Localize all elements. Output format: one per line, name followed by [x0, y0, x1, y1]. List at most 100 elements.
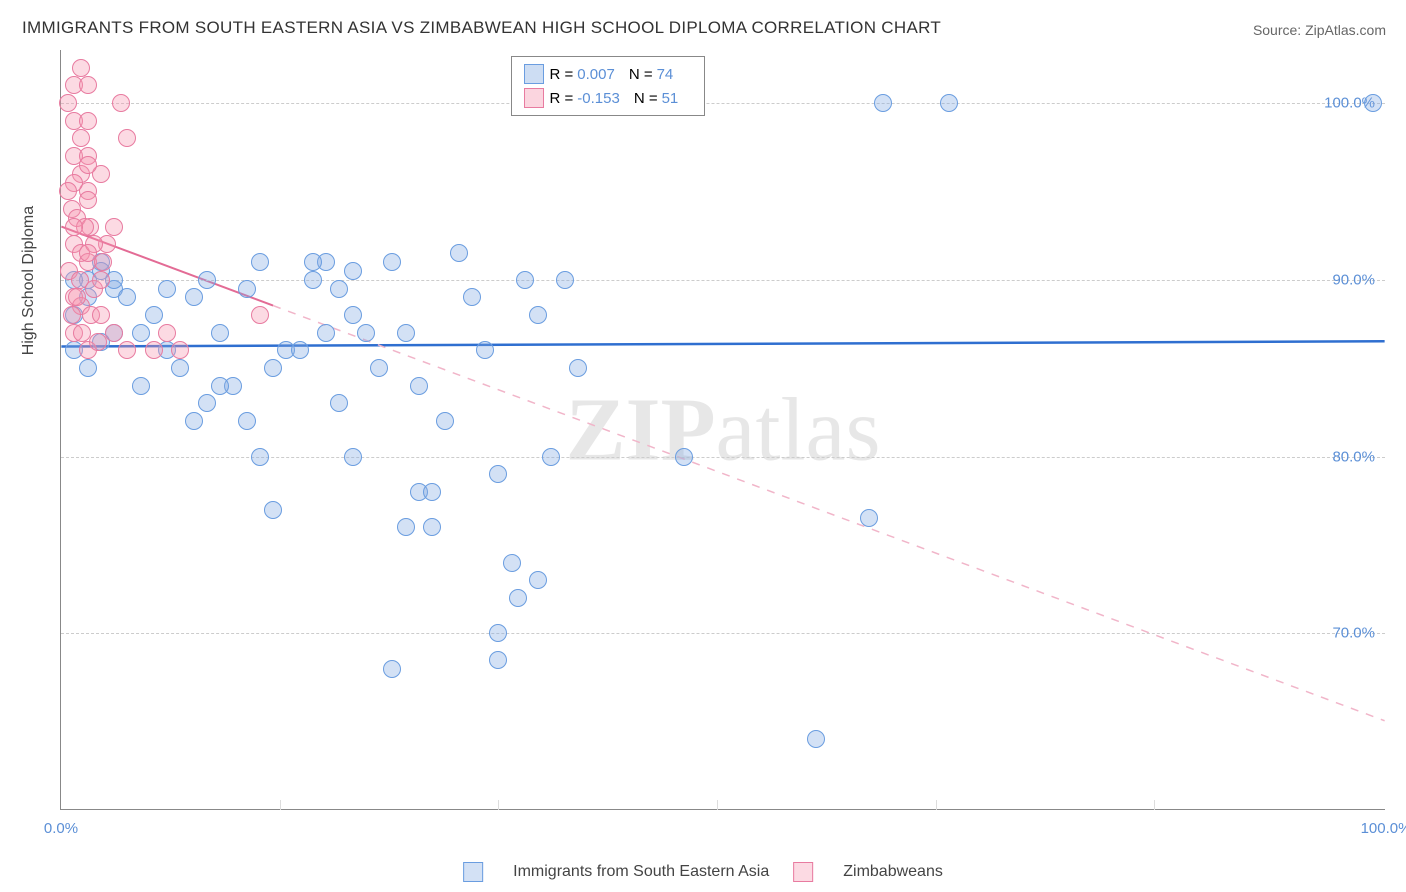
data-point-zim — [94, 253, 112, 271]
correlation-legend: R =0.007N =74R =-0.153N =51 — [511, 56, 706, 116]
data-point-sea — [675, 448, 693, 466]
data-point-sea — [489, 465, 507, 483]
data-point-sea — [436, 412, 454, 430]
legend-r-value: -0.153 — [577, 90, 620, 107]
data-point-sea — [383, 253, 401, 271]
tick-v — [280, 800, 281, 810]
plot-area: ZIPatlas 70.0%80.0%90.0%100.0%0.0%100.0% — [60, 50, 1385, 810]
data-point-sea — [529, 306, 547, 324]
data-point-sea — [357, 324, 375, 342]
data-point-sea — [158, 280, 176, 298]
tick-v — [1154, 800, 1155, 810]
gridline-h — [61, 633, 1385, 634]
data-point-sea — [397, 518, 415, 536]
legend-r-label: R = — [550, 90, 574, 107]
data-point-sea — [132, 324, 150, 342]
data-point-zim — [251, 306, 269, 324]
data-point-sea — [569, 359, 587, 377]
x-tick-label: 0.0% — [44, 820, 78, 837]
data-point-sea — [542, 448, 560, 466]
legend-label-zim: Zimbabweans — [843, 863, 943, 881]
data-point-sea — [503, 554, 521, 572]
source-label: Source: ZipAtlas.com — [1253, 22, 1386, 38]
data-point-sea — [423, 483, 441, 501]
legend-r-label: R = — [550, 66, 574, 83]
y-tick-label: 90.0% — [1332, 271, 1375, 288]
y-tick-label: 70.0% — [1332, 625, 1375, 642]
data-point-sea — [185, 412, 203, 430]
data-point-sea — [344, 306, 362, 324]
data-point-sea — [529, 571, 547, 589]
data-point-zim — [89, 333, 107, 351]
data-point-zim — [72, 129, 90, 147]
data-point-sea — [330, 280, 348, 298]
legend-swatch — [524, 88, 544, 108]
data-point-sea — [370, 359, 388, 377]
data-point-sea — [807, 730, 825, 748]
data-point-sea — [211, 377, 229, 395]
data-point-sea — [489, 651, 507, 669]
data-point-zim — [92, 306, 110, 324]
tick-v — [717, 800, 718, 810]
legend-row: R =0.007N =74 — [524, 62, 693, 86]
data-point-sea — [516, 271, 534, 289]
data-point-sea — [185, 288, 203, 306]
tick-v — [936, 800, 937, 810]
data-point-sea — [463, 288, 481, 306]
data-point-sea — [344, 262, 362, 280]
data-point-zim — [79, 156, 97, 174]
y-axis-label: High School Diploma — [20, 206, 38, 355]
data-point-sea — [238, 412, 256, 430]
watermark: ZIPatlas — [566, 378, 881, 481]
legend-swatch-sea — [463, 862, 483, 882]
data-point-sea — [198, 394, 216, 412]
data-point-zim — [118, 341, 136, 359]
data-point-sea — [304, 253, 322, 271]
data-point-sea — [556, 271, 574, 289]
data-point-sea — [291, 341, 309, 359]
legend-swatch — [524, 64, 544, 84]
data-point-zim — [118, 129, 136, 147]
data-point-sea — [489, 624, 507, 642]
data-point-sea — [450, 244, 468, 262]
data-point-zim — [158, 324, 176, 342]
data-point-sea — [383, 660, 401, 678]
gridline-h — [61, 103, 1385, 104]
y-tick-label: 80.0% — [1332, 448, 1375, 465]
regression-lines-layer — [61, 50, 1385, 809]
x-tick-label: 100.0% — [1361, 820, 1406, 837]
data-point-sea — [317, 324, 335, 342]
data-point-sea — [118, 288, 136, 306]
tick-v — [498, 800, 499, 810]
legend-r-value: 0.007 — [577, 66, 615, 83]
bottom-legend: Immigrants from South Eastern Asia Zimba… — [463, 862, 943, 882]
data-point-zim — [79, 191, 97, 209]
legend-n-label: N = — [629, 66, 653, 83]
legend-swatch-zim — [793, 862, 813, 882]
data-point-sea — [251, 253, 269, 271]
data-point-zim — [79, 112, 97, 130]
data-point-sea — [304, 271, 322, 289]
data-point-sea — [509, 589, 527, 607]
data-point-zim — [112, 94, 130, 112]
data-point-zim — [171, 341, 189, 359]
data-point-sea — [79, 359, 97, 377]
data-point-sea — [410, 377, 428, 395]
data-point-zim — [105, 324, 123, 342]
legend-n-label: N = — [634, 90, 658, 107]
data-point-zim — [79, 76, 97, 94]
data-point-sea — [1364, 94, 1382, 112]
data-point-sea — [211, 324, 229, 342]
data-point-zim — [59, 182, 77, 200]
data-point-sea — [251, 448, 269, 466]
data-point-sea — [198, 271, 216, 289]
data-point-sea — [476, 341, 494, 359]
data-point-zim — [68, 288, 86, 306]
data-point-sea — [264, 359, 282, 377]
data-point-sea — [145, 306, 163, 324]
data-point-sea — [860, 509, 878, 527]
legend-row: R =-0.153N =51 — [524, 86, 693, 110]
data-point-zim — [79, 244, 97, 262]
data-point-zim — [145, 341, 163, 359]
data-point-sea — [940, 94, 958, 112]
